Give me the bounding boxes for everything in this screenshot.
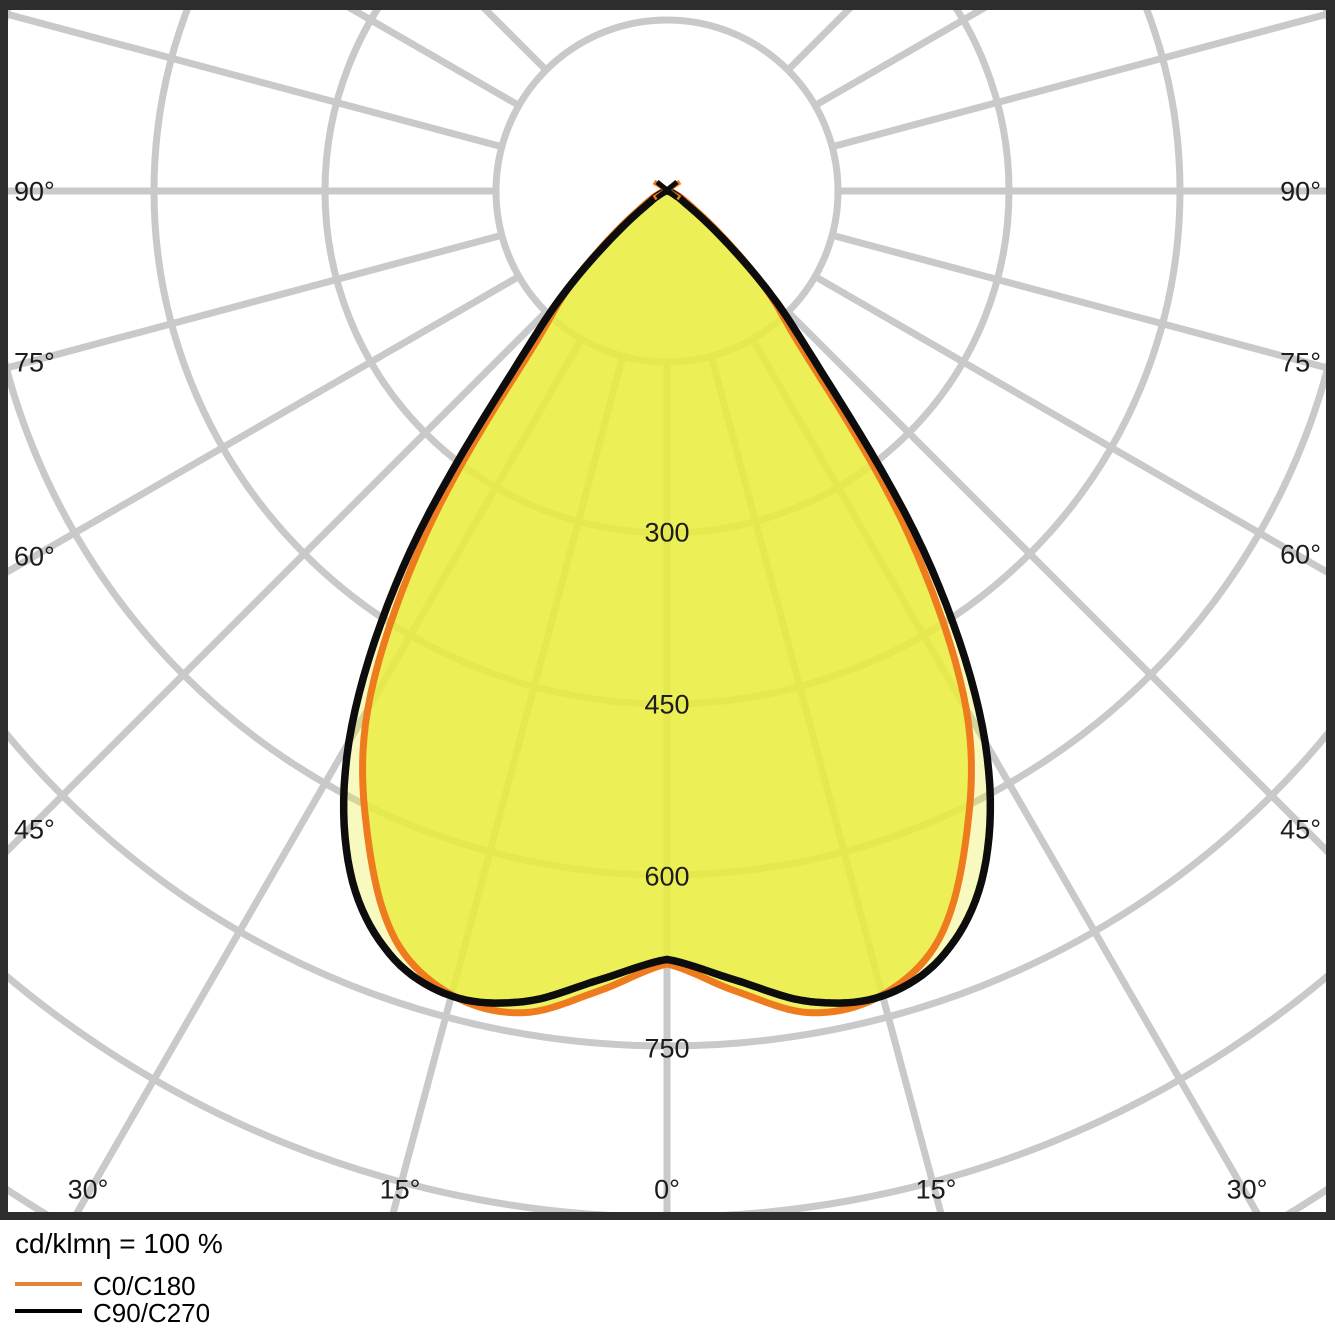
angle-label-5-75°: 75°: [1280, 347, 1321, 378]
ring-value-label-450: 450: [644, 689, 690, 720]
polar-chart-canvas: [0, 0, 1335, 1220]
angle-label-3-45°: 45°: [14, 814, 55, 845]
legend-line-c0-icon: [15, 1282, 82, 1286]
angle-label-7-45°: 45°: [1280, 814, 1321, 845]
angle-label-11-15°: 15°: [915, 1174, 957, 1205]
grid-radial--75: [0, 231, 503, 374]
legend-label-c0: C0/C180: [93, 1271, 196, 1301]
grid-radial-45: [785, 309, 1335, 864]
angle-label-6-60°: 60°: [1280, 539, 1321, 570]
angle-label-10-0°: 0°: [654, 1174, 680, 1205]
ring-value-label-600: 600: [644, 861, 690, 892]
grid-radial--105: [0, 8, 503, 151]
frame-top: [0, 0, 1335, 10]
grid-radial-75: [831, 231, 1335, 374]
legend: cd/klmη = 100 % C0/C180 C90/C270: [0, 1220, 1335, 1335]
grid-radial--45: [0, 309, 549, 863]
grid-radial--60: [0, 273, 521, 581]
grid-radial-60: [813, 273, 1335, 581]
curve-c90-c270: [339, 187, 995, 1007]
angle-label-2-60°: 60°: [14, 541, 55, 572]
fill-c0-c180: [362, 191, 972, 1013]
tip-marker-c90: [655, 180, 679, 200]
angle-label-8-30°: 30°: [67, 1174, 109, 1205]
legend-title: cd/klmη = 100 %: [15, 1228, 223, 1259]
grid-radial--120: [329, 0, 521, 109]
angle-label-9-15°: 15°: [379, 1174, 421, 1205]
ring-value-label-750: 750: [644, 1033, 690, 1064]
frame-left: [0, 0, 8, 1220]
grid-radial-105: [831, 8, 1335, 151]
ring-value-label-300: 300: [644, 517, 690, 548]
legend-label-c90: C90/C270: [93, 1298, 211, 1328]
angle-label-1-75°: 75°: [14, 347, 55, 378]
frame-right: [1326, 0, 1335, 1220]
grid-radial-120: [813, 0, 1005, 109]
angle-label-12-30°: 30°: [1226, 1174, 1268, 1205]
frame-bottom: [0, 1212, 1335, 1220]
angle-label-4-90°: 90°: [1280, 176, 1321, 207]
legend-line-c90-icon: [15, 1309, 82, 1313]
angle-label-0-90°: 90°: [14, 176, 55, 207]
